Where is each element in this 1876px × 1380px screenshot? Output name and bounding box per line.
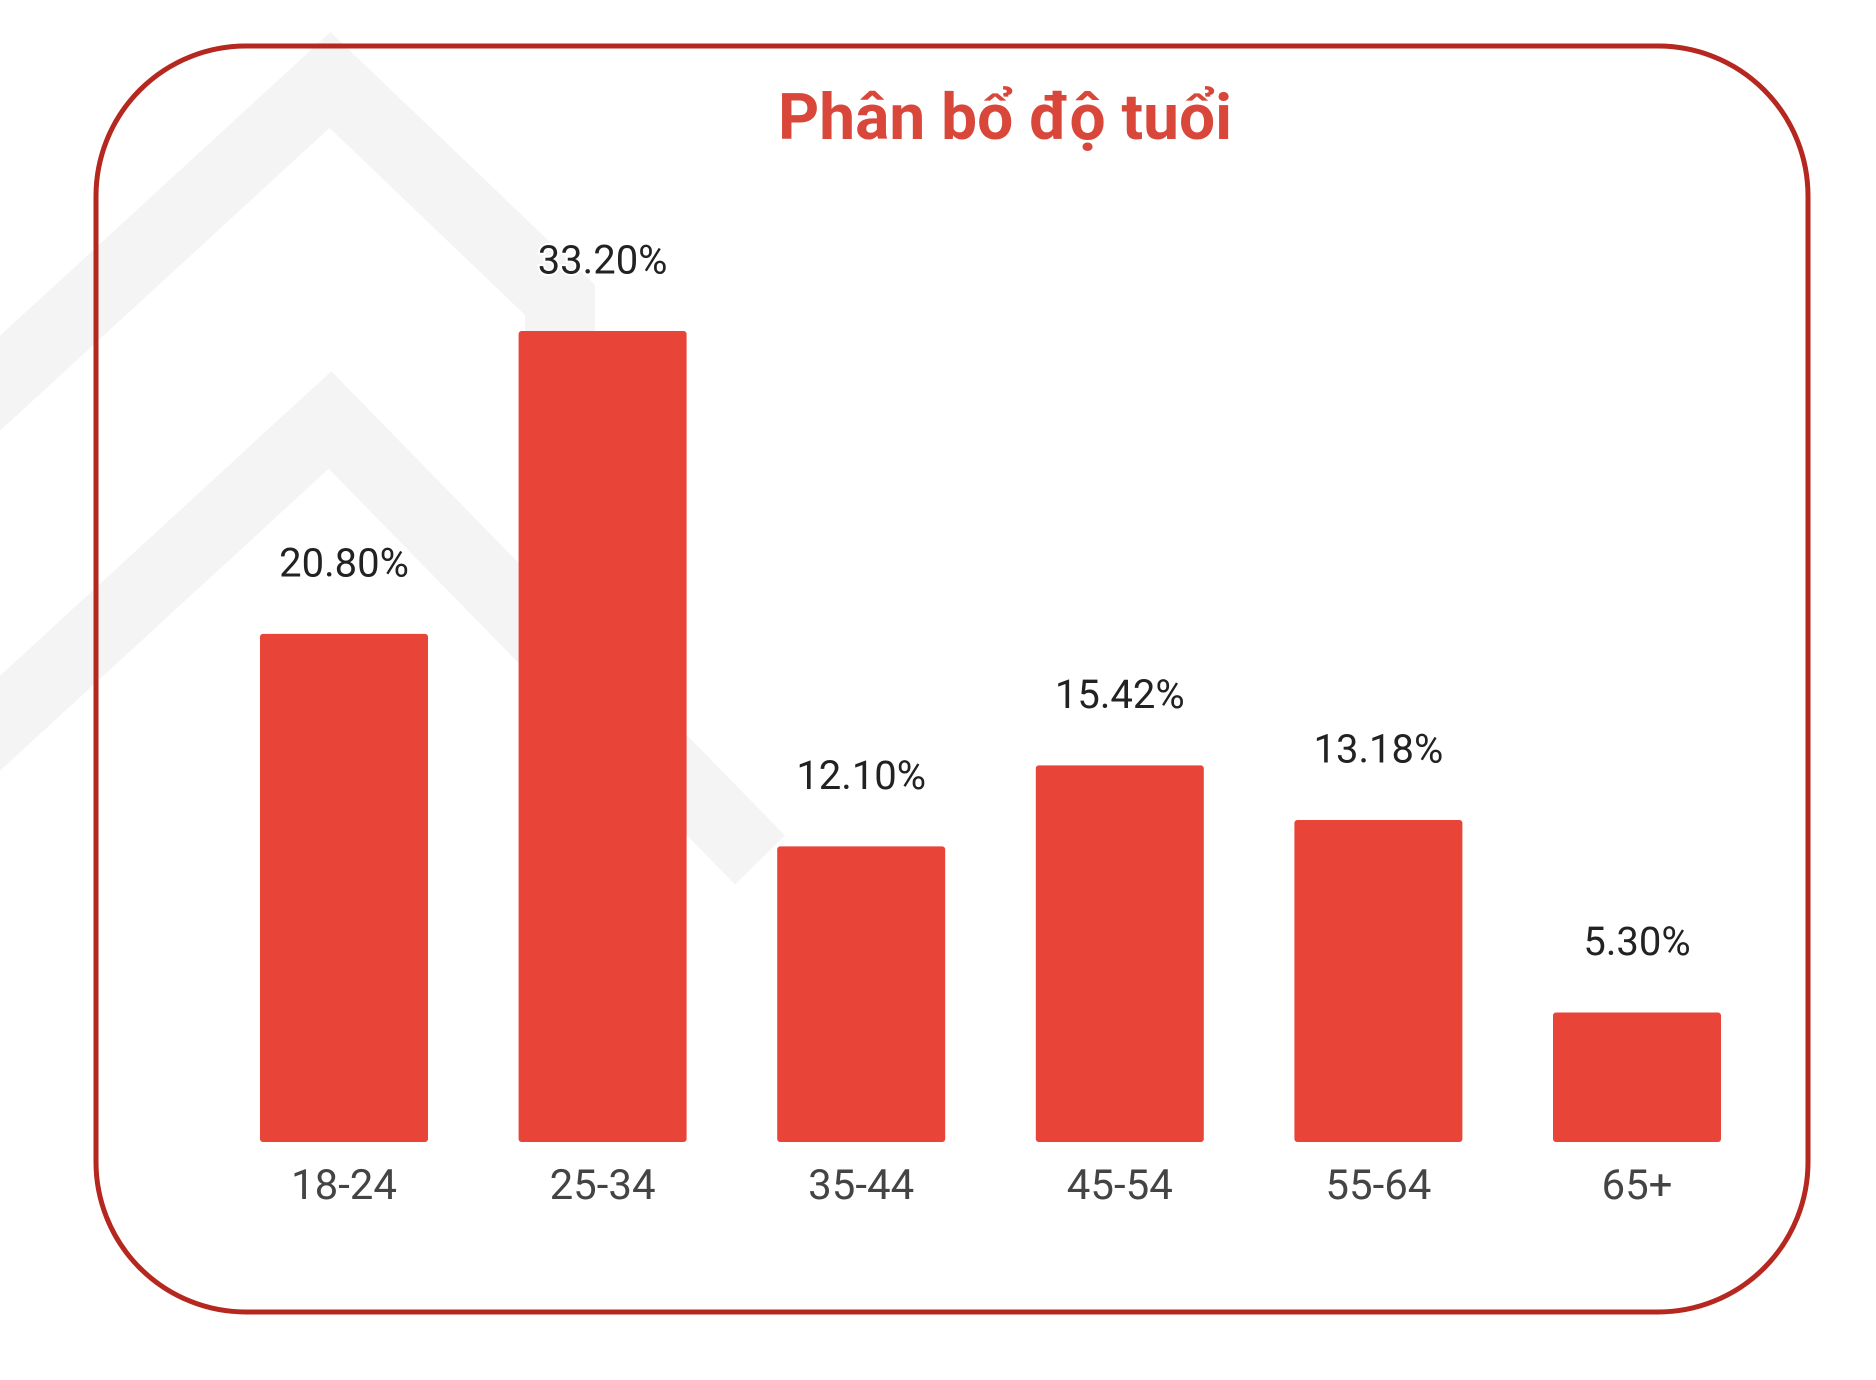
frame xyxy=(93,43,1811,1315)
bar xyxy=(518,331,687,1142)
bar xyxy=(777,846,946,1142)
value-label: 15.42% xyxy=(1055,671,1185,718)
x-tick-label: 25-34 xyxy=(550,1161,656,1210)
bar xyxy=(1553,1012,1721,1142)
x-tick-label: 65+ xyxy=(1601,1161,1672,1210)
bar xyxy=(1035,765,1204,1142)
bar xyxy=(260,633,428,1142)
x-tick-label: 35-44 xyxy=(808,1161,914,1210)
bar xyxy=(1294,820,1463,1142)
value-label: 12.10% xyxy=(796,752,926,799)
x-tick-label: 18-24 xyxy=(291,1161,397,1210)
value-label: 5.30% xyxy=(1583,918,1690,965)
value-label: 20.80% xyxy=(279,539,409,586)
x-tick-label: 45-54 xyxy=(1067,1161,1173,1210)
value-label: 33.20% xyxy=(538,237,668,284)
value-label: 13.18% xyxy=(1314,726,1444,773)
x-tick-label: 55-64 xyxy=(1325,1161,1431,1210)
chart-title: Phân bổ độ tuổi xyxy=(778,80,1232,155)
